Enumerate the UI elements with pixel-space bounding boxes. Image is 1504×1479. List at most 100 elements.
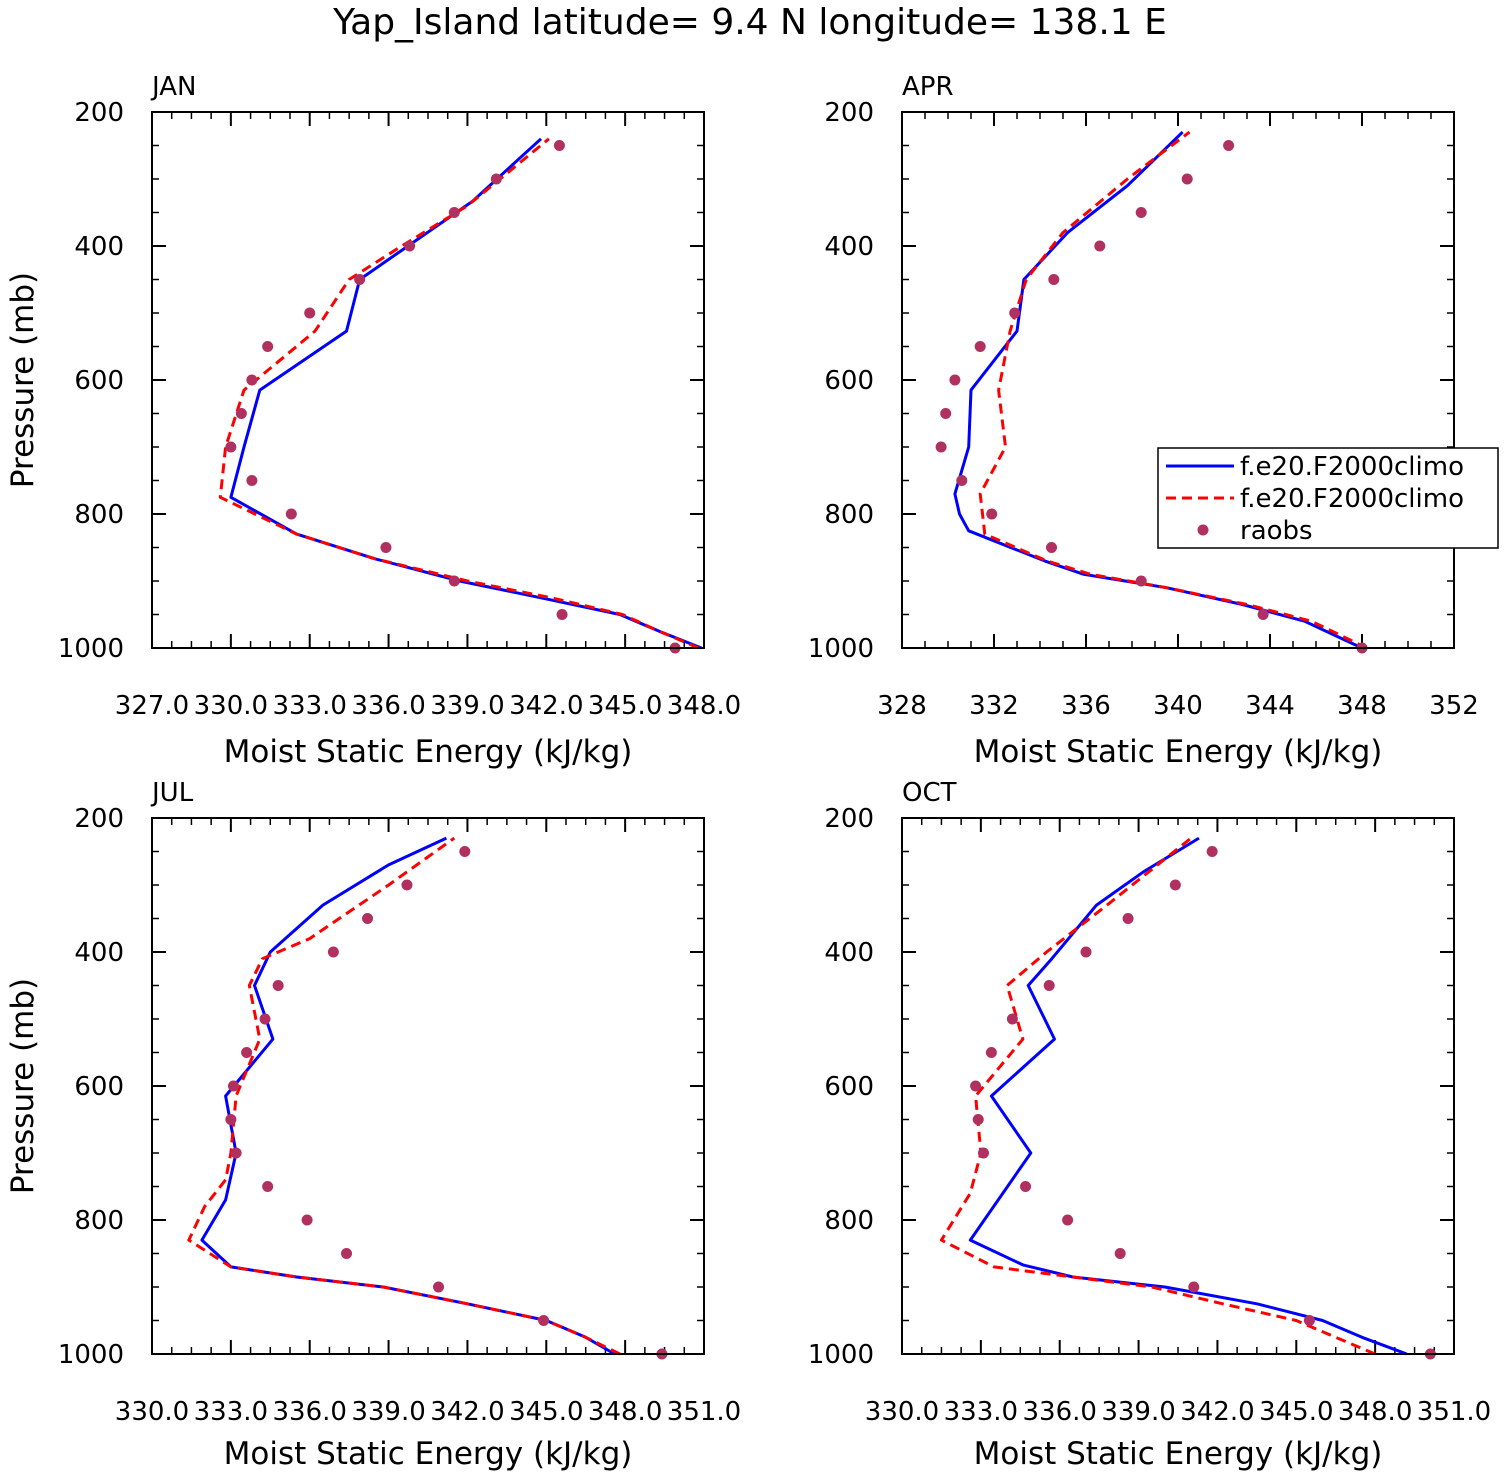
plot-frame: [901, 817, 1455, 1355]
raobs-point: [956, 475, 968, 486]
raobs-point: [227, 1080, 239, 1092]
raobs-point: [272, 980, 284, 991]
raobs-point: [538, 1315, 550, 1326]
raobs-point: [404, 240, 416, 252]
raobs-point: [241, 1047, 253, 1058]
raobs-point: [1206, 846, 1218, 857]
y-tick-label: 600: [824, 1072, 874, 1102]
x-tick-label: 342.0: [430, 1397, 504, 1427]
raobs-point: [285, 508, 297, 520]
raobs-point: [1020, 1181, 1032, 1192]
model-2-line: [978, 130, 1368, 650]
x-tick-label: 339.0: [351, 1397, 425, 1427]
y-tick-label: 200: [824, 804, 874, 834]
y-tick-label: 1000: [58, 634, 124, 664]
x-tick-label: 351.0: [667, 1397, 741, 1427]
x-tick-label: 330.0: [865, 1397, 939, 1427]
x-axis-label: Moist Static Energy (kJ/kg): [974, 734, 1383, 770]
raobs-point: [433, 1281, 445, 1293]
y-tick-label: 600: [74, 1072, 124, 1102]
x-tick-label: 344: [1245, 691, 1295, 721]
panel-label-apr: APR: [902, 72, 954, 102]
y-tick-label: 200: [824, 98, 874, 128]
x-tick-label: 348: [1337, 691, 1387, 721]
raobs-point: [448, 207, 460, 218]
y-tick-label: 800: [824, 1206, 874, 1236]
legend-swatch-dot: [1197, 524, 1209, 536]
x-axis-label: Moist Static Energy (kJ/kg): [224, 734, 633, 770]
model-2-line: [218, 137, 700, 650]
raobs-point: [262, 1181, 274, 1192]
raobs-point: [1046, 542, 1057, 553]
raobs-point: [1169, 879, 1181, 891]
y-tick-label: 200: [74, 98, 124, 128]
raobs-point: [1122, 913, 1134, 924]
x-tick-label: 342.0: [1180, 1397, 1254, 1427]
raobs-point: [490, 173, 502, 185]
raobs-point: [225, 441, 237, 453]
x-tick-label: 345.0: [588, 691, 662, 721]
panel-oct: OCT 330.0 333.0 336.0 339.0 342.0 345.0 348.0 3…: [808, 778, 1491, 1472]
raobs-point: [1094, 240, 1106, 252]
panel-jul: JUL 330.0 333.0 336.0 339.0 342.0 345.0 348.0 3…: [5, 778, 741, 1472]
x-tick-label: 330.0: [115, 1397, 189, 1427]
y-axis-label: Pressure (mb): [5, 978, 41, 1194]
raobs-point: [1181, 173, 1193, 185]
model-1-line: [229, 137, 702, 650]
raobs-point: [985, 1047, 997, 1058]
model-2-line: [187, 836, 621, 1356]
raobs-point: [1043, 980, 1055, 991]
x-tick-label: 340: [1153, 691, 1203, 721]
x-tick-label: 348.0: [588, 1397, 662, 1427]
x-tick-label: 339.0: [430, 691, 504, 721]
raobs-point: [1062, 1214, 1074, 1226]
raobs-point: [974, 341, 986, 352]
raobs-point: [940, 408, 952, 419]
y-tick-label: 800: [74, 500, 124, 530]
y-tick-label: 1000: [808, 1340, 874, 1370]
y-tick-label: 600: [74, 366, 124, 396]
raobs-point: [380, 542, 392, 553]
y-tick-label: 800: [824, 500, 874, 530]
legend-label-model-1: f.e20.F2000climo: [1240, 452, 1464, 482]
raobs-point: [553, 140, 565, 151]
raobs-point: [401, 879, 413, 891]
legend: f.e20.F2000climo f.e20.F2000climo raobs: [1157, 447, 1499, 549]
raobs-point: [1135, 207, 1147, 218]
raobs-point: [972, 1114, 984, 1125]
main-title: Yap_Island latitude= 9.4 N longitude= 13…: [332, 2, 1167, 43]
raobs-point: [1080, 946, 1092, 958]
x-tick-label: 333.0: [272, 691, 346, 721]
legend-label-raobs: raobs: [1240, 516, 1313, 546]
plot-frame: [151, 111, 705, 649]
raobs-point: [1257, 609, 1269, 620]
raobs-point: [986, 508, 998, 520]
raobs-point: [949, 374, 961, 386]
x-tick-label: 327.0: [115, 691, 189, 721]
x-tick-label: 330.0: [194, 691, 268, 721]
y-tick-label: 1000: [58, 1340, 124, 1370]
raobs-point: [1048, 274, 1060, 285]
model-2-line: [939, 836, 1376, 1356]
x-tick-label: 336.0: [351, 691, 425, 721]
raobs-point: [935, 441, 947, 453]
model-1-line: [200, 836, 616, 1356]
x-tick-label: 333.0: [194, 1397, 268, 1427]
panel-label-oct: OCT: [902, 778, 957, 808]
raobs-point: [1114, 1248, 1126, 1259]
plot-frame: [901, 111, 1455, 649]
raobs-point: [448, 575, 460, 587]
raobs-point: [259, 1013, 271, 1025]
y-tick-label: 800: [74, 1206, 124, 1236]
raobs-point: [362, 913, 374, 924]
raobs-point: [556, 609, 568, 620]
raobs-point: [262, 341, 274, 352]
raobs-point: [970, 1080, 982, 1092]
raobs-point: [246, 475, 258, 486]
x-tick-label: 348.0: [667, 691, 741, 721]
x-tick-label: 336: [1061, 691, 1111, 721]
x-tick-label: 328: [877, 691, 927, 721]
model-1-line: [968, 836, 1408, 1356]
raobs-point: [230, 1147, 242, 1159]
